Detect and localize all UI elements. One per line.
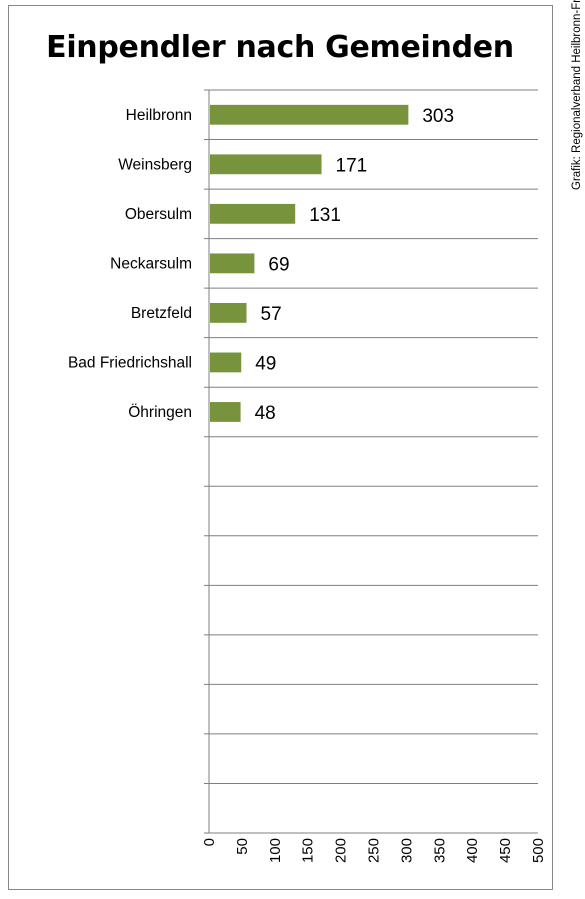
bar bbox=[210, 154, 322, 175]
x-tick-label: 100 bbox=[267, 838, 284, 863]
x-tick-label: 250 bbox=[366, 838, 383, 863]
x-tick-label: 450 bbox=[497, 838, 514, 863]
x-tick-label: 350 bbox=[431, 838, 448, 863]
x-tick-label: 400 bbox=[464, 838, 481, 863]
x-tick-label: 50 bbox=[234, 838, 251, 855]
bar bbox=[210, 203, 296, 224]
x-tick-label: 200 bbox=[333, 838, 350, 863]
category-label: Obersulm bbox=[125, 206, 192, 223]
chart-title: Einpendler nach Gemeinden bbox=[46, 30, 514, 65]
bar bbox=[210, 253, 255, 274]
category-label: Öhringen bbox=[128, 403, 192, 421]
category-label: Bad Friedrichshall bbox=[68, 354, 192, 371]
bar bbox=[210, 402, 241, 422]
bar bbox=[210, 104, 409, 125]
category-label: Neckarsulm bbox=[110, 255, 192, 272]
x-tick-label: 150 bbox=[300, 838, 317, 863]
category-label: Heilbronn bbox=[126, 107, 192, 124]
gridlines bbox=[204, 89, 538, 834]
data-label: 171 bbox=[336, 155, 368, 176]
data-label: 69 bbox=[268, 254, 289, 275]
chart-frame bbox=[8, 5, 553, 890]
category-label: Bretzfeld bbox=[131, 305, 192, 322]
category-labels: Heilbronn Weinsberg Obersulm Neckarsulm Bret… bbox=[68, 107, 192, 421]
data-label: 57 bbox=[261, 304, 282, 325]
x-tick-label: 0 bbox=[201, 838, 218, 846]
x-tick-label: 500 bbox=[530, 838, 547, 863]
x-tick-labels: 0 50 100 150 200 250 300 350 400 450 500 bbox=[201, 838, 547, 863]
bars bbox=[210, 104, 409, 422]
bar bbox=[210, 352, 242, 373]
category-label: Weinsberg bbox=[118, 156, 192, 173]
x-tick-label: 300 bbox=[398, 838, 415, 863]
data-label: 303 bbox=[422, 106, 454, 127]
data-label: 48 bbox=[255, 403, 276, 424]
data-labels: 303 171 131 69 57 49 48 bbox=[255, 106, 454, 424]
data-label: 131 bbox=[309, 205, 341, 226]
bar bbox=[210, 302, 247, 323]
data-label: 49 bbox=[255, 353, 276, 374]
